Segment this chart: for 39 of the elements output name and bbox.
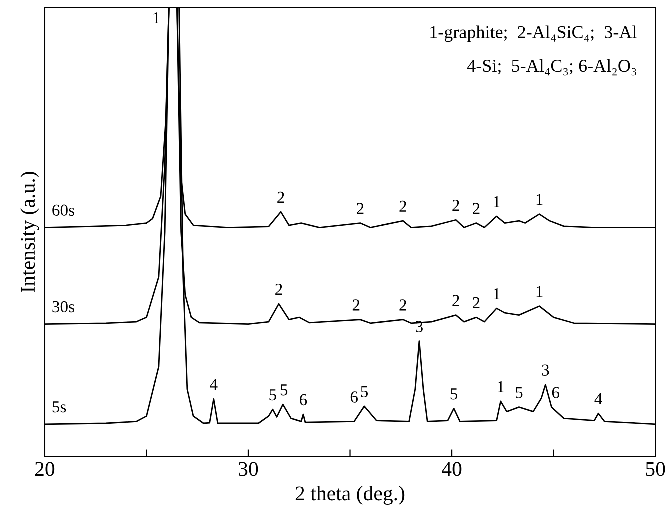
annotation: 4 [594, 394, 602, 405]
x-axis-title: 2 theta (deg.) [296, 486, 405, 505]
annotation: 2 [452, 295, 460, 306]
annotation: 2 [352, 300, 360, 311]
series-label: 60s [52, 204, 74, 216]
annotation: 5 [361, 386, 368, 398]
x-tick-label: 20 [35, 462, 55, 476]
annotation: 1 [536, 194, 543, 206]
annotation: 5 [270, 390, 276, 401]
y-axis-title: Intensity (a.u.) [20, 172, 40, 293]
series-label: 5s [52, 402, 66, 413]
annotation: 5 [516, 387, 523, 398]
annotation: 1 [494, 196, 500, 208]
annotation: 1 [494, 288, 500, 300]
annotation: 2 [473, 203, 480, 214]
annotation: 6 [350, 392, 358, 403]
annotation: 2 [278, 192, 284, 203]
x-tick-label: 40 [442, 462, 462, 476]
annotation: 2 [473, 297, 480, 308]
annotation: 6 [552, 387, 560, 398]
annotation: 4-Si; 5-Al₄C₃; 6-Al₂O₃ [467, 59, 636, 76]
annotation: 2 [400, 200, 406, 212]
annotation: 2 [357, 203, 364, 214]
annotation: 1 [498, 381, 504, 392]
x-tick-label: 50 [646, 462, 666, 476]
series-label: 30s [52, 301, 74, 313]
annotation: 1 [536, 286, 543, 298]
annotation: 2 [452, 200, 460, 212]
annotation: 3 [416, 321, 423, 332]
annotation: 1 [154, 12, 160, 24]
annotation: 1-graphite; 2-Al₄SiC₄; 3-Al [430, 26, 637, 42]
annotation: 2 [276, 284, 282, 295]
annotation: 3 [542, 364, 550, 376]
annotation: 2 [400, 300, 406, 311]
annotation: 4 [210, 379, 218, 390]
annotation: 5 [450, 388, 458, 400]
x-tick-label: 30 [239, 462, 258, 476]
annotation: 6 [300, 394, 308, 406]
annotation: 5 [280, 384, 288, 396]
